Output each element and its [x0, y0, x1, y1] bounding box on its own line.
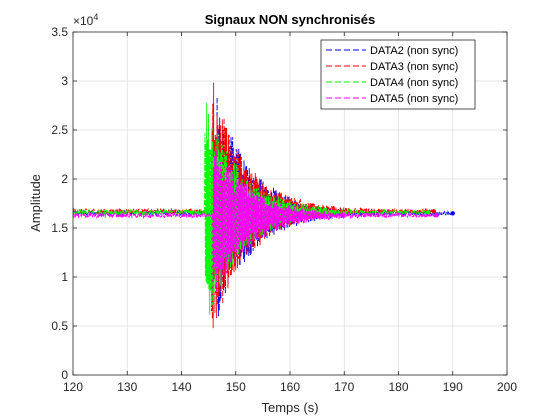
chart-title: Signaux NON synchronisés	[205, 12, 376, 27]
series-end-marker-4	[434, 213, 439, 218]
x-tick-label: 130	[117, 380, 137, 394]
tick-marks	[72, 31, 508, 376]
x-tick-label: 180	[388, 380, 408, 394]
x-tick-label: 170	[334, 380, 354, 394]
legend-label-2: DATA3 (non sync)	[370, 61, 458, 73]
y-tick-label: 1	[61, 270, 68, 284]
y-tick-label: 3.5	[51, 25, 68, 39]
legend: DATA2 (non sync) DATA3 (non sync) DATA4 (n…	[320, 39, 476, 110]
x-tick-label: 190	[443, 380, 463, 394]
series-end-marker-2	[431, 209, 436, 214]
legend-label-4: DATA5 (non sync)	[370, 93, 458, 105]
y-tick-label: 1.5	[51, 221, 68, 235]
x-tick-label: 200	[497, 380, 517, 394]
series-line-4	[72, 145, 437, 295]
y-tick-label: 3	[61, 74, 68, 88]
y-tick-label: 2	[61, 172, 68, 186]
x-axis-label: Temps (s)	[261, 400, 318, 415]
y-exponent-label: ×104	[73, 12, 98, 28]
y-tick-label: 0.5	[51, 319, 68, 333]
series-end-marker-1	[450, 211, 455, 216]
y-tick-label: 2.5	[51, 123, 68, 137]
x-tick-label: 160	[280, 380, 300, 394]
series-line-3	[72, 102, 429, 315]
y-tick-label: 0	[61, 368, 68, 382]
legend-label-3: DATA4 (non sync)	[370, 77, 458, 89]
x-tick-label: 120	[63, 380, 83, 394]
tick-labels: 120 130 140 150 160 170 180 190 200 0 0.5 1 1.5 2 2.5 3…	[51, 25, 517, 394]
x-tick-label: 150	[226, 380, 246, 394]
series-layer	[72, 82, 455, 329]
series-end-marker-3	[426, 210, 431, 215]
x-tick-label: 140	[171, 380, 191, 394]
y-axis-label: Amplitude	[28, 174, 43, 232]
legend-label-1: DATA2 (non sync)	[370, 45, 458, 57]
